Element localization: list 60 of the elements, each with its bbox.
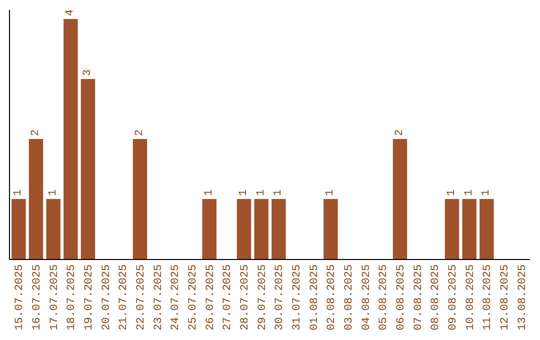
x-tick-label: 17.07.2025: [48, 264, 61, 330]
x-tick-label: 07.08.2025: [412, 264, 425, 330]
x-tick-label: 09.08.2025: [448, 264, 460, 330]
data-label: 4: [64, 9, 77, 16]
x-tick-label: 22.07.2025: [136, 264, 148, 330]
x-tick-label: 10.08.2025: [464, 264, 477, 330]
data-label: 1: [255, 189, 268, 196]
x-tick-label: 04.08.2025: [360, 264, 373, 330]
x-tick-label: 21.07.2025: [118, 264, 130, 330]
x-tick-label: 28.07.2025: [240, 264, 252, 330]
x-tick-label: 31.07.2025: [292, 264, 304, 330]
bar: [462, 199, 476, 259]
data-label: 1: [12, 189, 25, 196]
x-tick-label: 30.07.2025: [274, 264, 286, 330]
bar: [12, 199, 26, 259]
x-tick-label: 06.08.2025: [396, 264, 408, 330]
x-tick-label: 03.08.2025: [344, 264, 356, 330]
x-tick-label: 02.08.2025: [326, 264, 338, 330]
data-label: 1: [324, 189, 337, 196]
x-tick-label: 12.08.2025: [500, 264, 512, 330]
data-label: 1: [203, 189, 216, 196]
x-tick-label: 29.07.2025: [256, 264, 269, 330]
data-label: 1: [463, 189, 476, 196]
bar: [236, 199, 252, 259]
x-tick-label: 25.07.2025: [188, 264, 200, 330]
data-label: 1: [446, 189, 458, 196]
bar: [324, 199, 338, 259]
data-label: 2: [134, 129, 146, 136]
bar: [254, 199, 268, 259]
data-label: 1: [480, 189, 493, 196]
data-label: 1: [238, 189, 250, 196]
x-tick-label: 08.08.2025: [430, 264, 442, 330]
bar: [392, 139, 408, 259]
x-tick-label: 19.07.2025: [84, 264, 96, 330]
data-label: 3: [82, 69, 94, 76]
bar: [46, 199, 60, 259]
x-tick-label: 24.07.2025: [170, 264, 182, 330]
bar: [480, 199, 494, 259]
x-tick-label: 15.07.2025: [14, 264, 26, 330]
data-label: 1: [272, 189, 285, 196]
data-label: 1: [47, 189, 60, 196]
x-tick-label: 23.07.2025: [152, 264, 165, 330]
bar: [272, 199, 286, 259]
bar: [202, 199, 216, 259]
x-tick-label: 05.08.2025: [378, 264, 390, 330]
bar: [28, 139, 44, 259]
x-tick-label: 27.07.2025: [222, 264, 234, 330]
x-tick-label: 18.07.2025: [66, 264, 78, 330]
x-tick-label: 11.08.2025: [482, 264, 494, 330]
data-label: 2: [394, 129, 406, 136]
bar: [132, 139, 148, 259]
x-tick-label: 01.08.2025: [308, 264, 321, 330]
x-tick-label: 26.07.2025: [204, 264, 217, 330]
x-tick-label: 16.07.2025: [32, 264, 44, 330]
bar: [64, 19, 78, 259]
x-tick-label: 20.07.2025: [100, 264, 113, 330]
bar: [80, 79, 96, 259]
bar: [444, 199, 460, 259]
x-tick-label: 13.08.2025: [516, 264, 529, 330]
data-label: 2: [30, 129, 42, 136]
